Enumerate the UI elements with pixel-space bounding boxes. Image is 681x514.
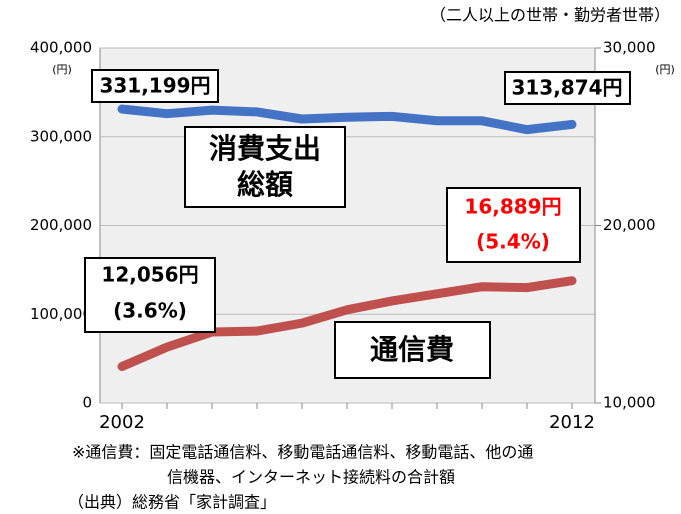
y2-unit: (円) <box>655 63 675 76</box>
label-box <box>504 71 631 105</box>
value-label: 313,874円 <box>511 76 622 100</box>
y-tick-label: 400,000 <box>30 39 92 57</box>
label-box <box>184 126 346 208</box>
share-label: (5.4%) <box>476 230 550 254</box>
footnote: ※通信費：固定電話通信料、移動電話通信料、移動電話、他の通 <box>72 443 533 462</box>
y-tick-label: 100,000 <box>30 305 92 323</box>
label-box <box>91 69 219 103</box>
y-tick-label: 0 <box>82 394 92 412</box>
y-tick-label: 300,000 <box>30 127 92 145</box>
value-label: 16,889円 <box>464 195 561 219</box>
share-label: (3.6%) <box>113 299 187 323</box>
x-tick-label: 2002 <box>99 412 145 433</box>
label-box <box>446 187 581 263</box>
y2-tick-label: 20,000 <box>603 216 656 234</box>
series-line <box>117 104 577 135</box>
series-line <box>117 276 577 372</box>
x-tick-label: 2012 <box>549 412 595 433</box>
y-tick-label: 200,000 <box>30 216 92 234</box>
y2-tick-label: 10,000 <box>603 394 656 412</box>
legend-label: 通信費 <box>370 333 454 366</box>
y2-tick-label: 30,000 <box>603 39 656 57</box>
footnote: （出典）総務省「家計調査」 <box>68 493 276 512</box>
value-label: 12,056円 <box>101 263 198 287</box>
label-box <box>334 321 491 379</box>
label-box <box>84 257 216 333</box>
legend-label: 消費支出 <box>209 132 321 165</box>
footnote: 信機器、インターネット接続料の合計額 <box>167 468 455 487</box>
legend-label: 総額 <box>237 168 293 201</box>
y-unit: (円) <box>52 63 72 76</box>
note: （二人以上の世帯・勤労者世帯） <box>430 6 670 25</box>
value-label: 331,199円 <box>99 74 210 98</box>
